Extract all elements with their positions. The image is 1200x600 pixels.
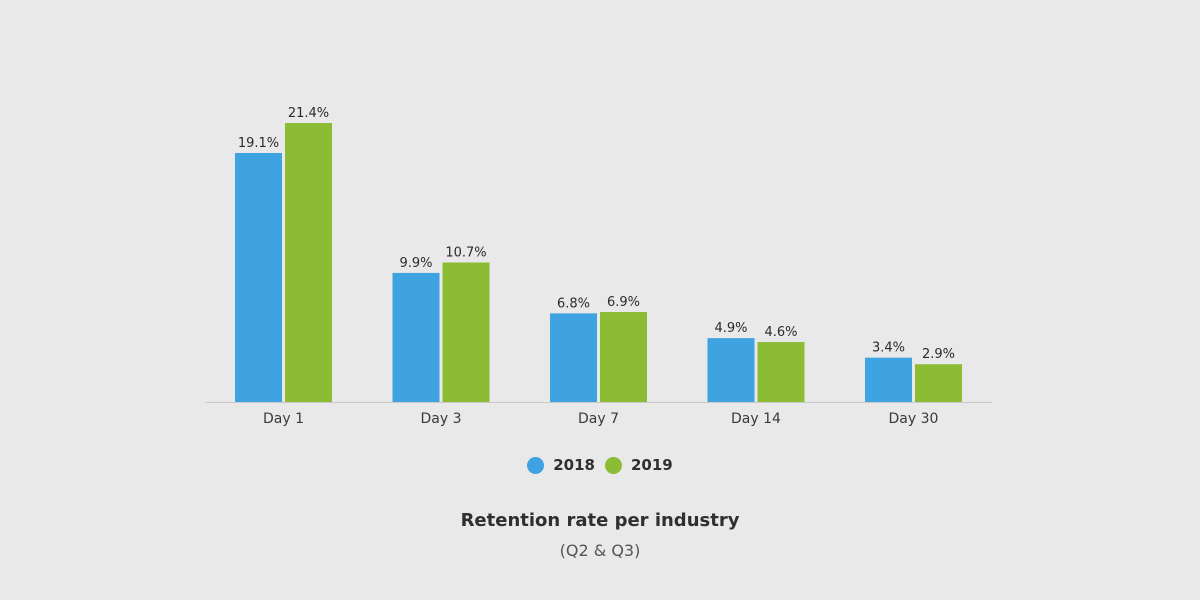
data-label-2019-day-14: 4.6% xyxy=(764,325,797,340)
bar-2019-day-30 xyxy=(915,364,962,402)
legend: 2018 2019 xyxy=(0,456,1200,474)
bar-2018-day-1 xyxy=(235,152,282,402)
x-tick-label: Day 30 xyxy=(889,411,939,427)
data-label-2018-day-7: 6.8% xyxy=(557,296,590,311)
bar-2018-day-7 xyxy=(550,313,597,402)
data-label-2018-day-3: 9.9% xyxy=(399,256,432,271)
data-label-2019-day-7: 6.9% xyxy=(607,295,640,310)
legend-item-2019: 2019 xyxy=(605,456,673,474)
legend-swatch-2019 xyxy=(605,456,622,474)
bar-2018-day-14 xyxy=(707,338,755,402)
x-tick-label: Day 3 xyxy=(420,411,461,427)
legend-label-2018: 2018 xyxy=(553,456,595,474)
bar-2018-day-3 xyxy=(392,272,440,402)
data-label-2019-day-30: 2.9% xyxy=(922,347,955,362)
data-label-2018-day-14: 4.9% xyxy=(714,321,747,336)
data-label-2019-day-1: 21.4% xyxy=(288,106,329,121)
bar-2019-day-3 xyxy=(442,262,490,402)
bar-2018-day-30 xyxy=(865,357,912,402)
bar-2019-day-14 xyxy=(757,342,805,402)
legend-swatch-2018 xyxy=(527,456,545,474)
legend-label-2019: 2019 xyxy=(631,456,673,474)
bar-2019-day-1 xyxy=(285,123,332,402)
data-label-2019-day-3: 10.7% xyxy=(445,246,486,261)
bar-2019-day-7 xyxy=(600,312,647,402)
legend-item-2018: 2018 xyxy=(527,456,595,474)
chart-subtitle: (Q2 & Q3) xyxy=(559,541,641,560)
x-tick-label: Day 14 xyxy=(731,411,781,427)
data-label-2018-day-30: 3.4% xyxy=(872,341,905,356)
chart-title: Retention rate per industry xyxy=(460,510,740,531)
x-tick-label: Day 1 xyxy=(263,411,304,427)
x-tick-label: Day 7 xyxy=(578,411,619,427)
data-label-2018-day-1: 19.1% xyxy=(238,136,279,151)
